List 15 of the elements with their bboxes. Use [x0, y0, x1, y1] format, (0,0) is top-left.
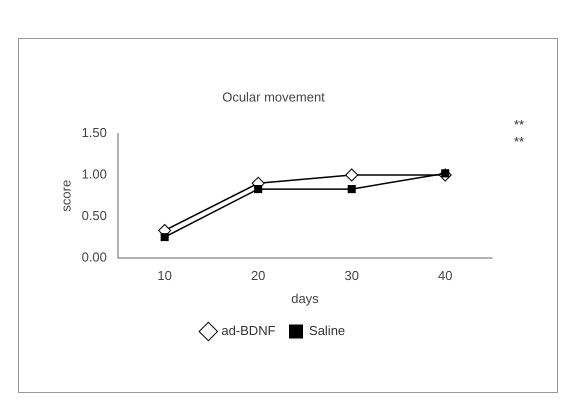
- x-tick-label: 40: [438, 268, 452, 284]
- x-tick-label: 20: [250, 268, 266, 284]
- y-axis-title: score: [58, 180, 74, 212]
- y-tick-label: 1.50: [82, 125, 107, 140]
- x-tick-label: 10: [157, 268, 172, 284]
- y-tick-label: 0.50: [82, 208, 107, 223]
- text: **: [514, 117, 524, 132]
- legend-label: ad-BDNF: [221, 323, 276, 338]
- x-tick-label: 30: [344, 268, 359, 284]
- legend-label: Saline: [309, 323, 346, 338]
- y-tick-label: 0.00: [82, 249, 107, 264]
- chart-title: Ocular movement: [222, 89, 326, 104]
- x-axis-title: days: [291, 290, 320, 306]
- y-tick-label: 1.00: [82, 166, 107, 182]
- text: **: [514, 134, 524, 150]
